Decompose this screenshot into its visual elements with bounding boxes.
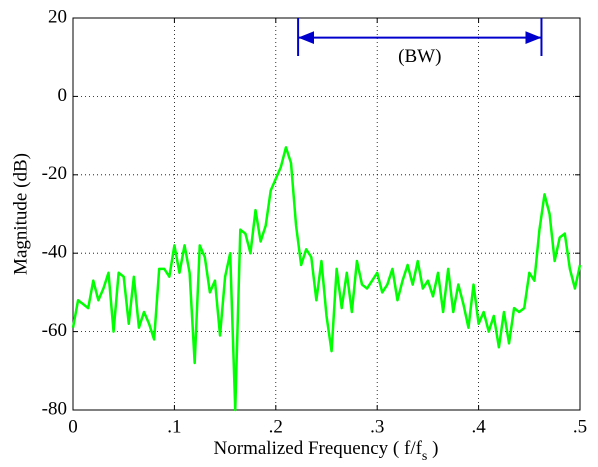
x-axis-label-text: Normalized Frequency ( f/f <box>214 438 423 459</box>
y-tick-label: -80 <box>42 398 67 419</box>
x-axis-label-end: ) <box>427 438 438 459</box>
y-axis-label: Magnitude (dB) <box>10 153 31 275</box>
x-tick-label: .3 <box>370 416 384 437</box>
x-tick-label: .5 <box>573 416 587 437</box>
bandwidth-label: (BW) <box>398 46 441 67</box>
plot-frame <box>72 17 581 411</box>
x-tick-label: 0 <box>68 416 78 437</box>
x-tick-label: .1 <box>167 416 181 437</box>
y-tick-label: -40 <box>42 242 67 263</box>
y-tick-label: -60 <box>42 320 67 341</box>
x-axis-label-sub: s <box>422 449 427 464</box>
x-axis-label: Normalized Frequency ( f/fs ) <box>214 438 439 464</box>
data-line <box>71 146 582 412</box>
y-tick-label: -20 <box>42 163 67 184</box>
y-tick-label: 20 <box>48 6 67 27</box>
y-tick-label: 0 <box>58 85 68 106</box>
x-tick-label: .4 <box>471 416 486 437</box>
x-tick-label: .2 <box>269 416 283 437</box>
